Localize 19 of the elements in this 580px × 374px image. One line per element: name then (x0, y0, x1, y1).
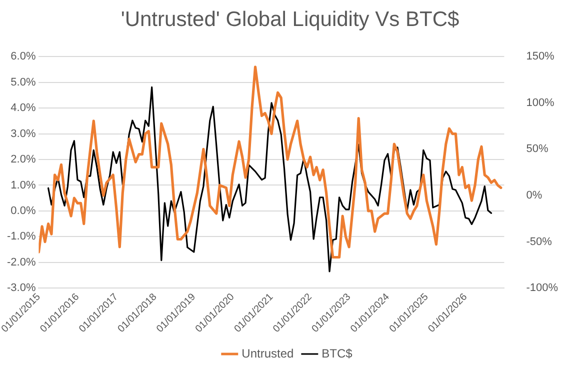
y-tick-label: 3.0% (10, 128, 36, 140)
chart-title: 'Untrusted' Global Liquidity Vs BTC$ (120, 8, 460, 32)
y2-tick-label: 0% (526, 190, 542, 202)
y-tick-label: 5.0% (10, 76, 36, 88)
y-tick-label: 1.0% (10, 179, 36, 192)
y-tick-label: -1.0% (6, 230, 36, 243)
y2-tick-label: -100% (526, 282, 558, 294)
y-tick-label: 6.0% (10, 50, 36, 63)
y-tick-label: 4.0% (10, 102, 36, 114)
y2-tick-label: 100% (526, 96, 555, 109)
y2-tick-label: 150% (526, 50, 555, 63)
y-tick-label: -3.0% (6, 282, 36, 294)
y2-tick-label: -50% (526, 236, 552, 248)
legend-label: BTC$ (322, 346, 353, 360)
y-tick-label: 0.0% (10, 204, 36, 217)
y-tick-label: 2.0% (10, 154, 36, 166)
legend-label: Untrusted (242, 346, 294, 360)
y-tick-label: -2.0% (6, 256, 36, 268)
y2-tick-label: 50% (526, 143, 548, 156)
